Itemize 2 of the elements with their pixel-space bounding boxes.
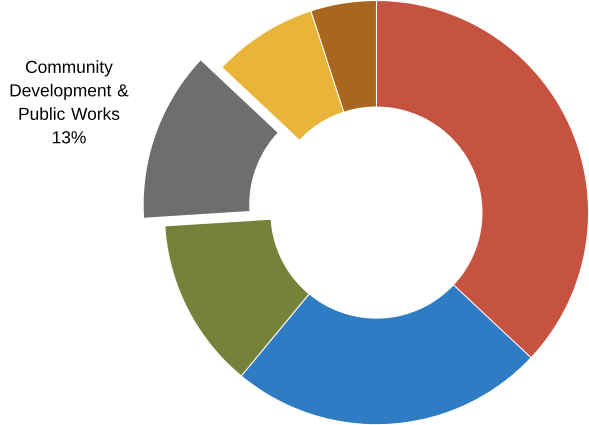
slice-label: Community Development & Public Works xyxy=(10,60,128,120)
data-label: 13% xyxy=(52,131,86,144)
